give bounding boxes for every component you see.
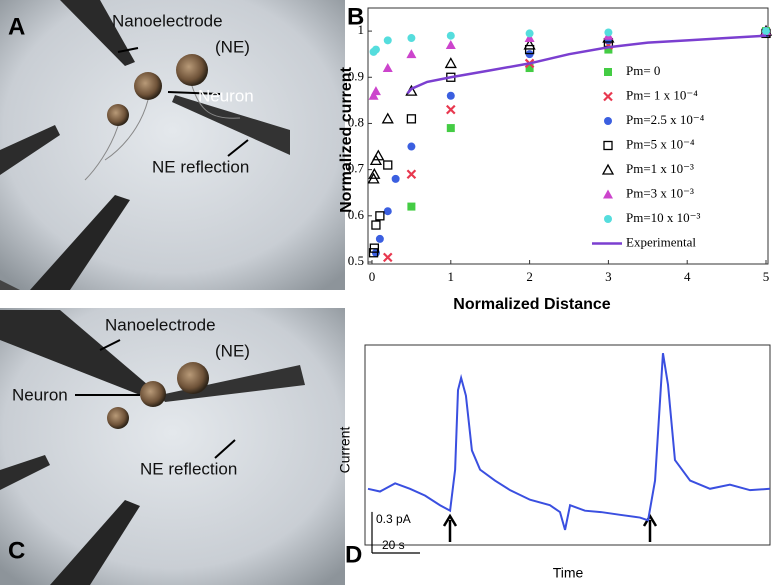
legend-entry: Pm=10 x 10⁻³ — [626, 210, 701, 225]
plot-frame — [367, 7, 769, 265]
legend-marker — [604, 117, 612, 125]
legend-marker — [604, 215, 612, 223]
marker — [604, 45, 613, 54]
marker — [383, 207, 392, 216]
marker — [406, 169, 417, 180]
marker — [407, 202, 416, 211]
marker — [381, 112, 394, 124]
marker — [446, 31, 455, 40]
y-tick-label: 1 — [358, 22, 365, 37]
y-tick-label: 0.9 — [348, 68, 364, 83]
legend-entry: Pm= 0 — [626, 63, 660, 78]
legend-marker — [601, 163, 615, 175]
marker — [383, 36, 392, 45]
label: Neuron — [198, 86, 254, 105]
data-line — [406, 34, 767, 95]
marker — [446, 104, 456, 115]
label: (NE) — [215, 341, 250, 360]
panel-label: B — [347, 3, 364, 30]
marker — [383, 160, 393, 170]
marker — [375, 234, 384, 243]
y-tick-label: 0.8 — [348, 114, 364, 129]
x-axis-label: Time — [553, 565, 584, 581]
y-axis-label: Current — [337, 427, 353, 474]
label: (NE) — [215, 37, 250, 56]
marker — [370, 86, 381, 96]
x-tick-label: 3 — [605, 269, 612, 284]
x-tick-label: 5 — [763, 269, 770, 284]
y-tick-label: 0.7 — [348, 161, 365, 176]
legend-entry: Pm=1 x 10⁻³ — [626, 161, 694, 176]
legend-entry: Pm= 1 x 10⁻⁴ — [626, 87, 698, 102]
legend-entry: Pm=2.5 x 10⁻⁴ — [626, 112, 705, 127]
marker — [375, 211, 385, 221]
legend-marker — [603, 189, 613, 199]
marker — [371, 220, 381, 230]
marker — [446, 124, 455, 133]
marker — [382, 252, 393, 263]
marker — [369, 243, 380, 253]
label: Nanoelectrode — [105, 315, 216, 334]
trace — [367, 353, 771, 531]
y-tick-label: 0.5 — [348, 253, 364, 268]
label: Neuron — [12, 385, 68, 404]
marker — [444, 57, 457, 69]
panel-label: A — [8, 13, 25, 40]
legend-marker — [604, 68, 612, 76]
marker — [445, 39, 456, 49]
label: NE reflection — [140, 459, 237, 478]
marker — [446, 91, 455, 100]
marker — [382, 63, 393, 73]
marker — [372, 149, 385, 161]
x-axis-label: Normalized Distance — [453, 296, 610, 313]
photo-c — [0, 308, 345, 585]
label: NE reflection — [152, 157, 249, 176]
marker — [406, 114, 417, 124]
marker — [407, 34, 416, 43]
marker — [368, 167, 381, 179]
marker — [525, 29, 534, 38]
scale-label: 20 s — [382, 538, 405, 552]
legend-entry: Pm=5 x 10⁻⁴ — [626, 136, 695, 151]
marker — [604, 28, 613, 37]
legend-marker — [603, 91, 613, 102]
x-tick-label: 0 — [369, 269, 376, 284]
marker — [368, 90, 379, 100]
marker — [523, 38, 536, 50]
marker — [525, 64, 534, 73]
stimulus-arrow — [442, 513, 658, 542]
marker — [524, 33, 535, 43]
marker — [371, 45, 380, 54]
panel-label: D — [345, 541, 362, 568]
marker — [406, 49, 417, 59]
plot-frame — [364, 344, 771, 546]
scale-label: 0.3 pA — [376, 512, 411, 526]
y-axis-label: Normalized current — [338, 66, 355, 212]
y-tick-label: 0.6 — [348, 207, 365, 222]
x-tick-label: 2 — [526, 269, 533, 284]
x-tick-label: 4 — [684, 269, 691, 284]
photo-a — [0, 0, 345, 290]
marker — [407, 142, 416, 151]
panel-label: C — [8, 537, 25, 564]
marker — [391, 174, 400, 183]
marker — [762, 27, 770, 36]
legend-entry: Experimental — [626, 234, 696, 249]
legend-marker — [603, 140, 613, 151]
x-tick-label: 1 — [448, 269, 455, 284]
legend-entry: Pm=3 x 10⁻³ — [626, 185, 694, 200]
label: Nanoelectrode — [112, 11, 223, 30]
